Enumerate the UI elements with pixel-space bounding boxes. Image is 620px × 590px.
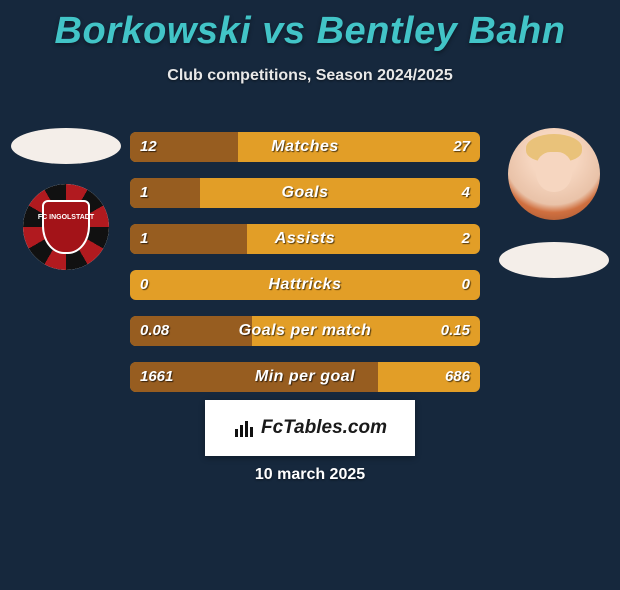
bar-row: 1Assists2: [130, 224, 480, 254]
bar-right-value: 0.15: [441, 316, 470, 346]
bar-row: 0Hattricks0: [130, 270, 480, 300]
left-club-badge: FC INGOLSTADT: [23, 184, 109, 270]
bar-row: 1661Min per goal686: [130, 362, 480, 392]
right-club-badge-placeholder: [499, 242, 609, 278]
date: 10 march 2025: [0, 466, 620, 484]
page-title: Borkowski vs Bentley Bahn: [0, 10, 620, 53]
right-player-photo: [508, 128, 600, 220]
left-player-column: FC INGOLSTADT: [6, 128, 126, 270]
left-player-photo-placeholder: [11, 128, 121, 164]
brand-bars-icon: [233, 417, 255, 439]
brand-text: FcTables.com: [261, 417, 387, 439]
avatar-face: [536, 152, 572, 192]
subtitle: Club competitions, Season 2024/2025: [0, 67, 620, 85]
bar-row: 0.08Goals per match0.15: [130, 316, 480, 346]
bar-right-value: 2: [462, 224, 470, 254]
bar-row: 1Goals4: [130, 178, 480, 208]
bar-label: Hattricks: [130, 270, 480, 300]
left-club-name: FC INGOLSTADT: [23, 215, 109, 223]
bar-right-value: 4: [462, 178, 470, 208]
comparison-chart: 12Matches27 1Goals4 1Assists2 0Hattricks0 0.…: [130, 132, 480, 408]
bar-label: Min per goal: [130, 362, 480, 392]
bar-label: Assists: [130, 224, 480, 254]
bar-label: Goals per match: [130, 316, 480, 346]
right-player-column: [494, 128, 614, 278]
shield-icon: [42, 200, 90, 254]
brand-attribution: FcTables.com: [205, 400, 415, 456]
bar-row: 12Matches27: [130, 132, 480, 162]
bar-right-value: 686: [445, 362, 470, 392]
bar-right-value: 0: [462, 270, 470, 300]
bar-right-value: 27: [453, 132, 470, 162]
bar-label: Goals: [130, 178, 480, 208]
bar-label: Matches: [130, 132, 480, 162]
